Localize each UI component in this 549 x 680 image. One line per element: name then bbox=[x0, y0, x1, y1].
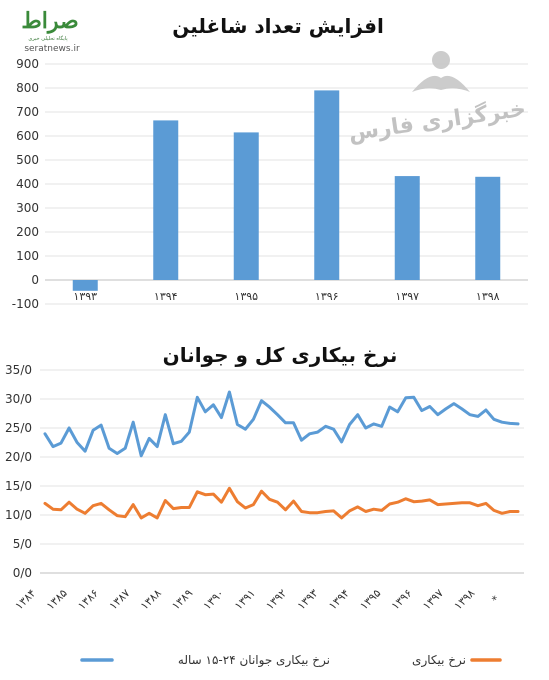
employment-bar bbox=[72, 280, 98, 291]
unemployment-x-tick: ۱۳۸۵ bbox=[44, 587, 70, 613]
unemployment-x-tick: ۱۳۸۸ bbox=[138, 587, 164, 613]
watermark-emblem-dot bbox=[432, 51, 450, 69]
employment-bar bbox=[314, 90, 340, 281]
logo-tagline: پایگاه تحلیلی خبری bbox=[28, 35, 68, 42]
watermark-text: خبرگزاری فارس bbox=[347, 95, 528, 147]
employment-bar bbox=[233, 132, 259, 280]
legend-label-youth-rate: نرخ بیکاری جوانان ۲۴-۱۵ ساله bbox=[178, 653, 330, 668]
employment-chart-bars bbox=[72, 90, 501, 291]
employment-y-tick: 700 bbox=[16, 105, 39, 119]
unemployment-x-tick: ۱۳۹۲ bbox=[263, 587, 289, 613]
unemployment-x-tick: ۱۳۸۷ bbox=[107, 587, 133, 613]
unemployment-x-tick: ۱۳۹۳ bbox=[295, 587, 321, 613]
logo-name: صراط bbox=[21, 8, 78, 34]
employment-y-tick: 300 bbox=[16, 201, 39, 215]
employment-y-tick: 600 bbox=[16, 129, 39, 143]
employment-bar bbox=[394, 176, 420, 280]
unemployment-x-tick: ۱۳۸۴ bbox=[13, 587, 39, 613]
employment-y-tick: -100 bbox=[12, 297, 39, 311]
unemployment-chart-grid bbox=[40, 369, 524, 574]
employment-increase-chart: افزایش تعداد شاغلین -100 0 100 200 300 400 500… bbox=[12, 14, 528, 311]
employment-y-tick: 200 bbox=[16, 225, 39, 239]
employment-x-tick: ۱۳۹۳ bbox=[73, 290, 97, 303]
unemployment-x-tick: ۱۳۹۷ bbox=[420, 587, 446, 613]
unemployment-x-tick: ۱۳۹۱ bbox=[232, 587, 258, 613]
unemployment-series-line-0 bbox=[43, 390, 520, 458]
employment-bar bbox=[153, 120, 179, 281]
unemployment-y-tick: 35/0 bbox=[5, 363, 32, 377]
employment-y-tick: 400 bbox=[16, 177, 39, 191]
employment-chart-grid bbox=[45, 63, 528, 305]
unemployment-x-tick: ۱۳۹۶ bbox=[389, 587, 415, 613]
unemployment-x-tick: ۱۳۹۴ bbox=[326, 587, 352, 613]
employment-y-tick: 0 bbox=[31, 273, 39, 287]
fars-news-watermark: خبرگزاری فارس bbox=[347, 51, 528, 147]
employment-chart-y-axis: -100 0 100 200 300 400 500 600 700 800 900 bbox=[12, 57, 39, 311]
unemployment-series-line-1 bbox=[43, 486, 520, 520]
employment-y-tick: 100 bbox=[16, 249, 39, 263]
unemployment-x-tick: * bbox=[489, 593, 502, 606]
unemployment-chart-lines bbox=[43, 390, 520, 520]
unemployment-x-tick: ۱۳۸۹ bbox=[169, 587, 195, 613]
legend-label-total-rate: نرخ بیکاری bbox=[412, 653, 466, 668]
unemployment-chart-legend: نرخ بیکاری نرخ بیکاری جوانان ۲۴-۱۵ ساله bbox=[80, 653, 502, 668]
unemployment-y-tick: 0/0 bbox=[13, 566, 32, 580]
unemployment-x-tick: ۱۳۸۶ bbox=[75, 587, 101, 613]
employment-x-tick: ۱۳۹۶ bbox=[315, 290, 339, 303]
employment-y-tick: 900 bbox=[16, 57, 39, 71]
employment-y-tick: 500 bbox=[16, 153, 39, 167]
employment-y-tick: 800 bbox=[16, 81, 39, 95]
unemployment-x-tick: ۱۳۹۸ bbox=[452, 587, 478, 613]
employment-chart-x-axis: ۱۳۹۳ ۱۳۹۴ ۱۳۹۵ ۱۳۹۶ ۱۳۹۷ ۱۳۹۸ bbox=[73, 290, 499, 303]
employment-bar bbox=[475, 176, 501, 280]
unemployment-y-tick: 5/0 bbox=[13, 537, 32, 551]
logo-url: seratnews.ir bbox=[24, 44, 80, 54]
unemployment-chart-x-axis: ۱۳۸۴ ۱۳۸۵ ۱۳۸۶ ۱۳۸۷ ۱۳۸۸ ۱۳۸۹ ۱۳۹۰ ۱۳۹۱ ۱۳۹۲ ۱۳۹۳… bbox=[13, 587, 503, 613]
unemployment-y-tick: 20/0 bbox=[5, 450, 32, 464]
employment-x-tick: ۱۳۹۷ bbox=[395, 290, 419, 303]
employment-x-tick: ۱۳۹۵ bbox=[234, 290, 258, 303]
unemployment-rate-chart: نرخ بیکاری کل و جوانان 0/0 5/0 10/0 15/0 20/… bbox=[5, 343, 524, 668]
watermark-emblem-wing bbox=[412, 75, 470, 92]
unemployment-chart-title: نرخ بیکاری کل و جوانان bbox=[163, 343, 398, 367]
unemployment-y-tick: 10/0 bbox=[5, 508, 32, 522]
unemployment-y-tick: 25/0 bbox=[5, 421, 32, 435]
unemployment-x-tick: ۱۳۹۵ bbox=[357, 587, 383, 613]
unemployment-x-tick: ۱۳۹۰ bbox=[201, 587, 227, 613]
employment-chart-title: افزایش تعداد شاغلین bbox=[172, 14, 384, 38]
employment-x-tick: ۱۳۹۸ bbox=[476, 290, 500, 303]
logo: صراط پایگاه تحلیلی خبری seratnews.ir bbox=[21, 8, 80, 54]
unemployment-y-tick: 15/0 bbox=[5, 479, 32, 493]
unemployment-y-tick: 30/0 bbox=[5, 392, 32, 406]
unemployment-chart-y-axis: 0/0 5/0 10/0 15/0 20/0 25/0 30/0 35/0 bbox=[5, 363, 32, 580]
employment-x-tick: ۱۳۹۴ bbox=[154, 290, 178, 303]
